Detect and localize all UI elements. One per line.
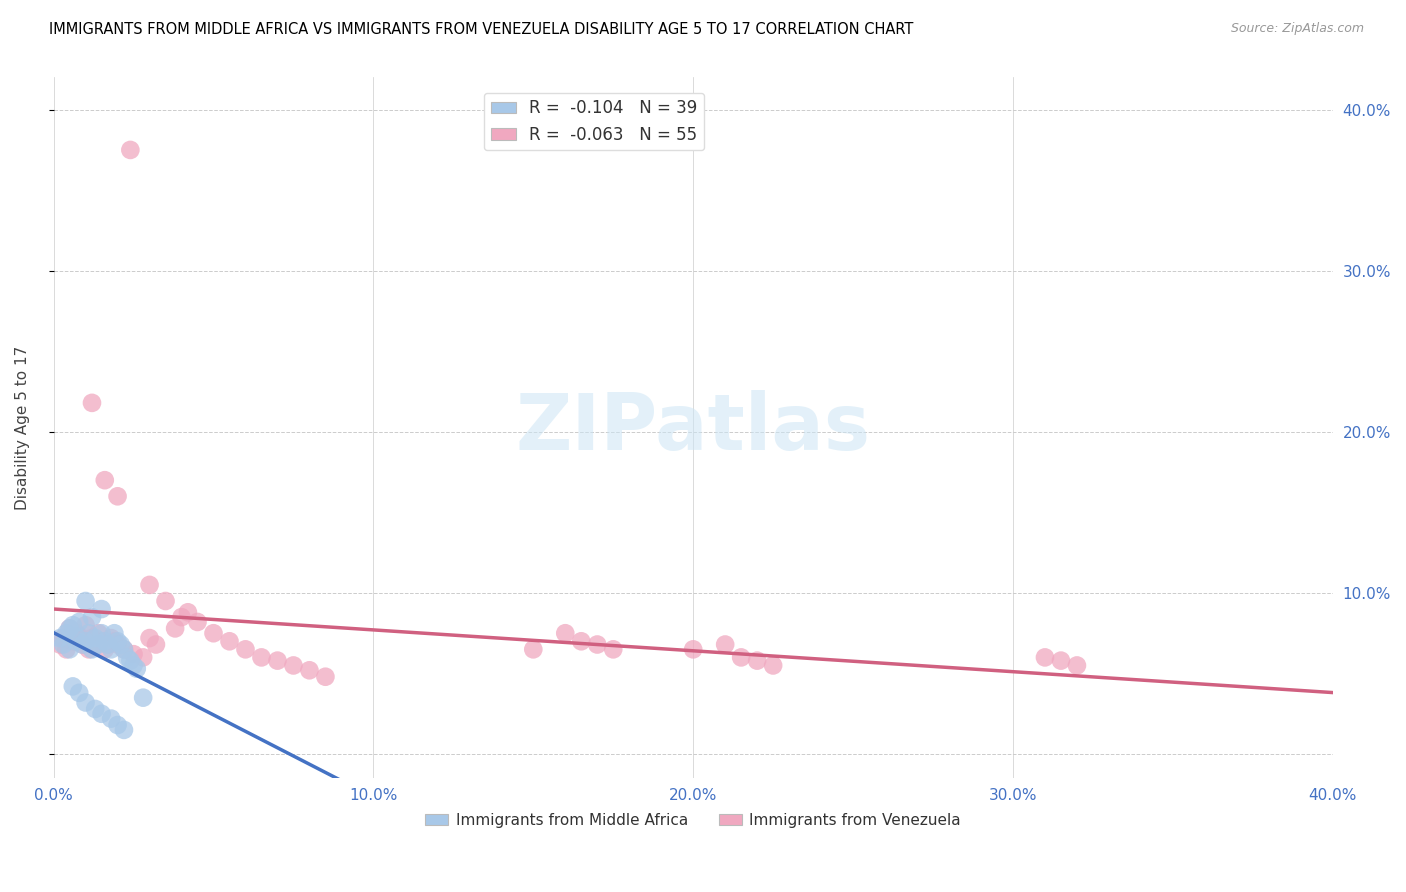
Point bbox=[138, 578, 160, 592]
Point bbox=[77, 626, 100, 640]
Point bbox=[55, 642, 77, 657]
Point bbox=[75, 618, 97, 632]
Y-axis label: Disability Age 5 to 17: Disability Age 5 to 17 bbox=[15, 346, 30, 510]
Point bbox=[112, 642, 135, 657]
Point bbox=[72, 638, 94, 652]
Point bbox=[65, 630, 87, 644]
Point bbox=[107, 638, 129, 652]
Point bbox=[80, 396, 103, 410]
Point bbox=[84, 638, 107, 652]
Point bbox=[55, 626, 77, 640]
Point bbox=[586, 638, 609, 652]
Point bbox=[170, 610, 193, 624]
Point bbox=[107, 489, 129, 503]
Text: Source: ZipAtlas.com: Source: ZipAtlas.com bbox=[1230, 22, 1364, 36]
Point bbox=[155, 594, 177, 608]
Point bbox=[218, 634, 240, 648]
Point bbox=[80, 610, 103, 624]
Point bbox=[59, 621, 82, 635]
Point bbox=[110, 638, 132, 652]
Point bbox=[122, 647, 145, 661]
Point bbox=[107, 634, 129, 648]
Point bbox=[103, 634, 125, 648]
Point bbox=[554, 626, 576, 640]
Point bbox=[1050, 654, 1073, 668]
Point bbox=[67, 615, 90, 629]
Point bbox=[138, 631, 160, 645]
Point bbox=[122, 658, 145, 673]
Point bbox=[59, 621, 82, 635]
Point bbox=[266, 654, 288, 668]
Point bbox=[569, 634, 592, 648]
Point bbox=[65, 634, 87, 648]
Point bbox=[59, 642, 82, 657]
Point bbox=[1033, 650, 1056, 665]
Point bbox=[714, 638, 737, 652]
Point bbox=[84, 631, 107, 645]
Point bbox=[132, 650, 155, 665]
Point bbox=[522, 642, 544, 657]
Point bbox=[250, 650, 273, 665]
Point bbox=[80, 642, 103, 657]
Point bbox=[1066, 658, 1088, 673]
Point bbox=[75, 696, 97, 710]
Point bbox=[747, 654, 769, 668]
Point bbox=[97, 638, 120, 652]
Point bbox=[762, 658, 785, 673]
Point bbox=[314, 670, 336, 684]
Point bbox=[186, 615, 208, 629]
Legend: Immigrants from Middle Africa, Immigrants from Venezuela: Immigrants from Middle Africa, Immigrant… bbox=[419, 806, 967, 834]
Point bbox=[62, 680, 84, 694]
Point bbox=[49, 638, 72, 652]
Point bbox=[80, 631, 103, 645]
Point bbox=[100, 712, 122, 726]
Point bbox=[75, 634, 97, 648]
Point bbox=[67, 630, 90, 644]
Point bbox=[100, 631, 122, 645]
Point bbox=[235, 642, 257, 657]
Point bbox=[77, 642, 100, 657]
Point bbox=[602, 642, 624, 657]
Point bbox=[87, 638, 110, 652]
Point bbox=[75, 594, 97, 608]
Point bbox=[65, 626, 87, 640]
Point bbox=[62, 634, 84, 648]
Point bbox=[87, 626, 110, 640]
Point bbox=[52, 638, 75, 652]
Point bbox=[145, 638, 167, 652]
Point bbox=[97, 638, 120, 652]
Point bbox=[298, 663, 321, 677]
Text: IMMIGRANTS FROM MIDDLE AFRICA VS IMMIGRANTS FROM VENEZUELA DISABILITY AGE 5 TO 1: IMMIGRANTS FROM MIDDLE AFRICA VS IMMIGRA… bbox=[49, 22, 914, 37]
Point bbox=[90, 602, 112, 616]
Point bbox=[165, 621, 187, 635]
Point bbox=[90, 626, 112, 640]
Point bbox=[84, 702, 107, 716]
Point bbox=[67, 686, 90, 700]
Point bbox=[52, 631, 75, 645]
Point bbox=[283, 658, 305, 673]
Point bbox=[94, 642, 117, 657]
Point bbox=[100, 642, 122, 657]
Point bbox=[120, 143, 142, 157]
Point bbox=[730, 650, 752, 665]
Point bbox=[94, 473, 117, 487]
Point bbox=[72, 638, 94, 652]
Point bbox=[177, 605, 200, 619]
Point bbox=[120, 654, 142, 668]
Point bbox=[132, 690, 155, 705]
Point bbox=[94, 634, 117, 648]
Point bbox=[115, 650, 138, 665]
Point bbox=[112, 723, 135, 737]
Point bbox=[49, 631, 72, 645]
Point bbox=[103, 626, 125, 640]
Point bbox=[107, 718, 129, 732]
Text: ZIPatlas: ZIPatlas bbox=[516, 390, 870, 466]
Point bbox=[125, 662, 148, 676]
Point bbox=[112, 642, 135, 657]
Point bbox=[90, 706, 112, 721]
Point bbox=[202, 626, 225, 640]
Point bbox=[62, 618, 84, 632]
Point bbox=[682, 642, 704, 657]
Point bbox=[90, 634, 112, 648]
